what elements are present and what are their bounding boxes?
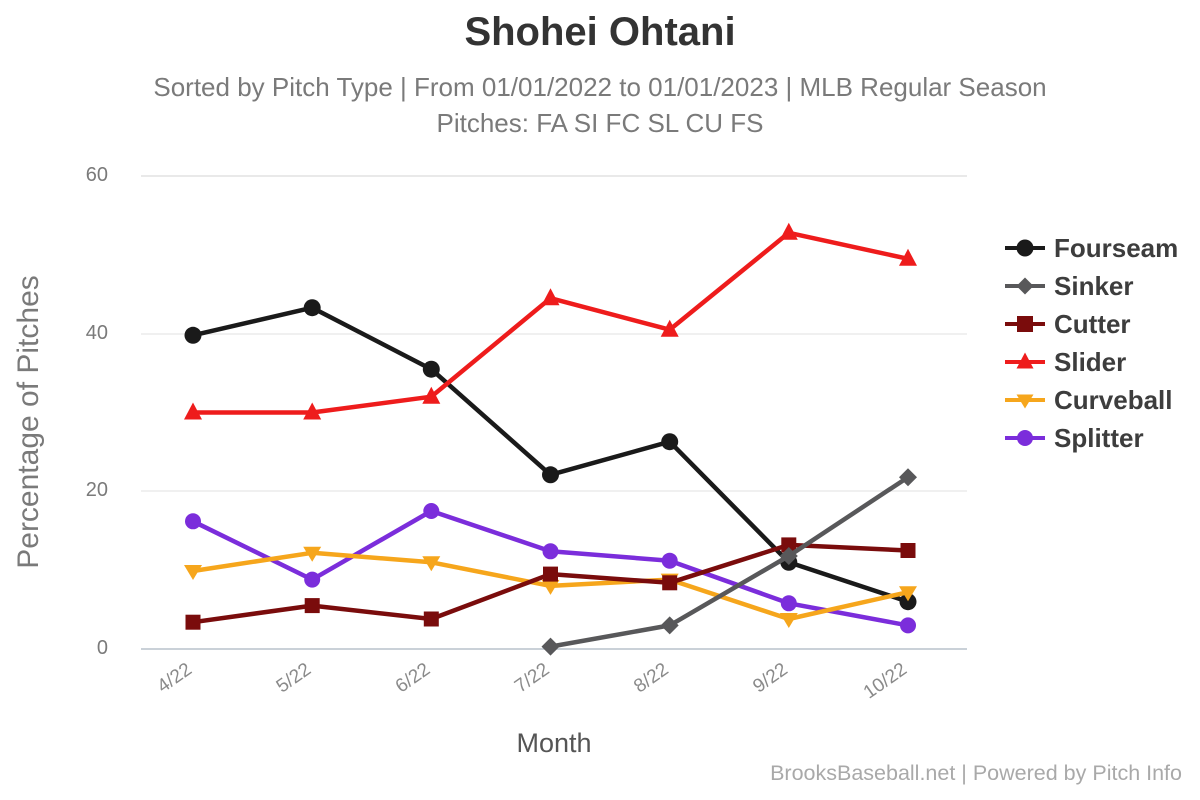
svg-text:Cutter: Cutter [1054,309,1131,339]
svg-text:20: 20 [86,479,108,501]
svg-text:0: 0 [97,637,108,659]
svg-text:60: 60 [86,164,108,186]
svg-text:4/22: 4/22 [154,659,196,697]
svg-text:6/22: 6/22 [392,659,434,697]
svg-text:40: 40 [86,322,108,344]
svg-text:Fourseam: Fourseam [1054,233,1178,263]
svg-text:Curveball: Curveball [1054,385,1173,415]
svg-text:7/22: 7/22 [511,659,553,697]
svg-text:Slider: Slider [1054,347,1126,377]
svg-text:8/22: 8/22 [630,659,672,697]
svg-text:Splitter: Splitter [1054,423,1144,453]
svg-text:Sinker: Sinker [1054,271,1134,301]
svg-text:Month: Month [516,728,591,758]
svg-text:10/22: 10/22 [860,659,911,703]
svg-text:5/22: 5/22 [273,659,315,697]
svg-text:9/22: 9/22 [749,659,791,697]
svg-text:BrooksBaseball.net | Powered b: BrooksBaseball.net | Powered by Pitch In… [770,761,1182,785]
svg-text:Percentage of Pitches: Percentage of Pitches [12,275,45,569]
